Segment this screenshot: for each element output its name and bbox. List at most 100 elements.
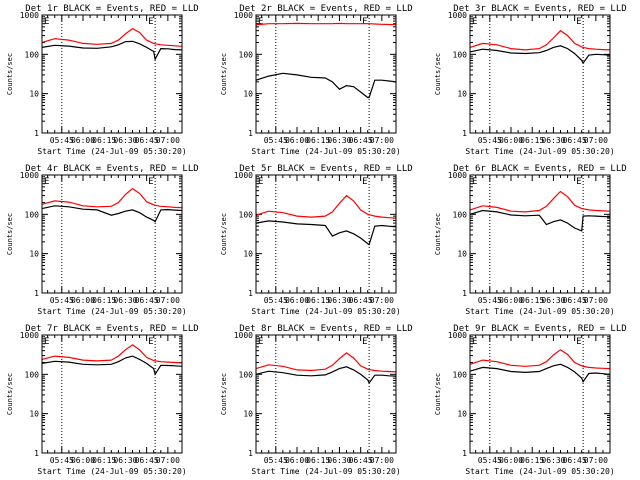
y-tick-label: 1: [248, 129, 253, 138]
x-tick-label: 07:00: [370, 136, 394, 145]
y-tick-label: 1: [34, 289, 39, 298]
y-axis-label: Counts/sec: [434, 53, 442, 95]
x-tick-label: 07:00: [156, 296, 180, 305]
y-tick-label: 1: [248, 449, 253, 458]
panel-title: Det 6r BLACK = Events, RED = LLD: [453, 164, 626, 174]
panel-5: Det 5r BLACK = Events, RED = LLD Counts/s…: [220, 164, 413, 316]
x-tick-label: 06:15: [306, 296, 330, 305]
panel-6: Det 6r BLACK = Events, RED = LLD Counts/s…: [434, 164, 627, 316]
y-tick-label: 1000: [20, 171, 39, 180]
x-tick-label: 06:45: [349, 296, 373, 305]
series-line-events: [255, 366, 397, 385]
plot-frame: [469, 334, 611, 454]
x-axis-label: Start Time (24-Jul-09 05:30:20): [37, 147, 186, 156]
y-tick-label: 10: [29, 410, 39, 419]
y-tick-label: 100: [239, 50, 254, 59]
y-tick-label: 100: [453, 50, 468, 59]
marker-label: E: [362, 337, 367, 347]
x-tick-label: 05:45: [478, 456, 502, 465]
x-tick-label: 07:00: [156, 136, 180, 145]
x-tick-label: 06:45: [349, 136, 373, 145]
marker-label: E: [44, 177, 49, 187]
y-tick-label: 10: [29, 90, 39, 99]
marker-label: E: [576, 177, 581, 187]
y-axis-label: Counts/sec: [6, 213, 14, 255]
y-tick-label: 1: [34, 129, 39, 138]
y-axis-label: Counts/sec: [220, 213, 228, 255]
y-tick-label: 1000: [20, 11, 39, 20]
x-tick-label: 06:45: [563, 296, 587, 305]
x-tick-label: 05:45: [264, 136, 288, 145]
x-axis-label: Start Time (24-Jul-09 05:30:20): [251, 467, 400, 476]
x-tick-label: 06:00: [285, 296, 309, 305]
x-tick-label: 06:30: [113, 296, 137, 305]
marker-label: E: [576, 337, 581, 347]
y-tick-label: 1000: [448, 11, 467, 20]
x-tick-label: 06:00: [71, 296, 95, 305]
x-tick-label: 06:30: [541, 296, 565, 305]
x-tick-label: 05:45: [264, 296, 288, 305]
marker-label: E: [258, 177, 263, 187]
x-tick-label: 06:30: [327, 136, 351, 145]
series-line-lld: [41, 27, 183, 47]
series-line-lld: [41, 344, 183, 364]
x-tick-label: 07:00: [584, 136, 608, 145]
plot-frame: [41, 14, 183, 134]
marker-label: E: [472, 337, 477, 347]
x-axis-label: Start Time (24-Jul-09 05:30:20): [37, 307, 186, 316]
series-line-events: [469, 209, 611, 232]
panel-title: Det 7r BLACK = Events, RED = LLD: [25, 324, 198, 334]
y-tick-label: 100: [239, 210, 254, 219]
x-tick-label: 06:30: [541, 456, 565, 465]
x-tick-label: 05:45: [50, 136, 74, 145]
panel-2: Det 2r BLACK = Events, RED = LLD Counts/s…: [220, 4, 413, 156]
marker-label: E: [362, 177, 367, 187]
series-line-lld: [255, 194, 397, 219]
y-tick-label: 10: [243, 90, 253, 99]
plot-frame: [255, 334, 397, 454]
x-tick-label: 06:45: [135, 296, 159, 305]
marker-label: E: [44, 17, 49, 27]
panel-4: Det 4r BLACK = Events, RED = LLD Counts/s…: [6, 164, 199, 316]
x-tick-label: 05:45: [50, 296, 74, 305]
x-tick-label: 07:00: [370, 296, 394, 305]
y-tick-label: 100: [453, 370, 468, 379]
series-line-lld: [41, 187, 183, 209]
x-axis-label: Start Time (24-Jul-09 05:30:20): [37, 467, 186, 476]
x-tick-label: 06:45: [135, 456, 159, 465]
y-tick-label: 1: [462, 129, 467, 138]
x-tick-label: 05:45: [264, 456, 288, 465]
plot-frame: [255, 14, 397, 134]
y-axis-label: Counts/sec: [6, 373, 14, 415]
series-line-lld: [255, 352, 397, 373]
y-tick-label: 100: [25, 50, 40, 59]
y-tick-label: 100: [453, 210, 468, 219]
y-tick-label: 1000: [234, 11, 253, 20]
marker-label: E: [258, 337, 263, 347]
marker-label: E: [576, 17, 581, 27]
panel-title: Det 4r BLACK = Events, RED = LLD: [25, 164, 198, 174]
y-tick-label: 1: [248, 289, 253, 298]
panel-title: Det 5r BLACK = Events, RED = LLD: [239, 164, 412, 174]
x-axis-label: Start Time (24-Jul-09 05:30:20): [465, 467, 614, 476]
x-tick-label: 06:15: [520, 456, 544, 465]
marker-label: E: [148, 337, 153, 347]
plot-frame: [255, 174, 397, 294]
series-line-lld: [469, 29, 611, 51]
y-tick-label: 10: [243, 250, 253, 259]
series-line-events: [41, 40, 183, 61]
marker-label: E: [362, 17, 367, 27]
plot-frame: [469, 14, 611, 134]
y-axis-label: Counts/sec: [6, 53, 14, 95]
x-tick-label: 06:15: [520, 136, 544, 145]
x-tick-label: 06:30: [113, 456, 137, 465]
y-tick-label: 100: [239, 370, 254, 379]
series-line-lld: [469, 190, 611, 213]
y-tick-label: 10: [457, 90, 467, 99]
panel-title: Det 9r BLACK = Events, RED = LLD: [453, 324, 626, 334]
y-tick-label: 1: [462, 449, 467, 458]
plot-frame: [41, 334, 183, 454]
marker-label: E: [148, 17, 153, 27]
x-tick-label: 06:15: [92, 456, 116, 465]
